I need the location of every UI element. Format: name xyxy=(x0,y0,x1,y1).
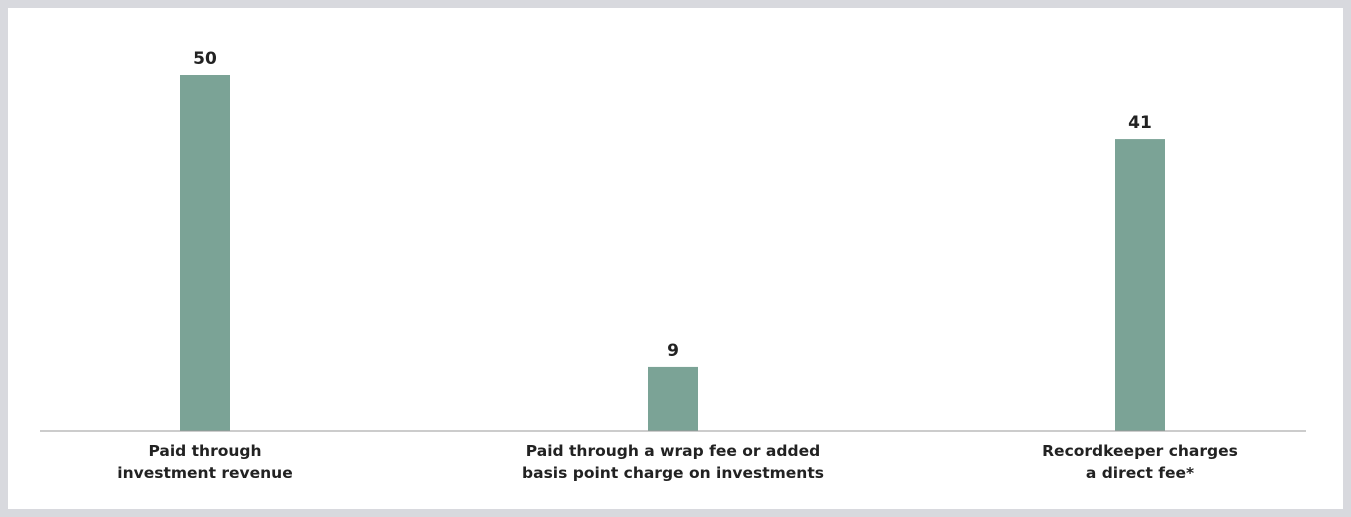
x-tick-label: Recordkeeper charges xyxy=(1042,442,1238,460)
x-tick-label: basis point charge on investments xyxy=(522,464,824,482)
bar xyxy=(648,366,698,431)
x-tick-label: Paid through xyxy=(148,442,261,460)
value-label: 9 xyxy=(667,341,679,361)
value-label: 50 xyxy=(193,49,217,69)
x-tick-label: investment revenue xyxy=(117,464,292,482)
bar xyxy=(180,75,230,431)
x-tick-label: a direct fee* xyxy=(1086,464,1194,482)
value-label: 41 xyxy=(1128,113,1152,133)
bar xyxy=(1115,139,1165,431)
x-tick-label: Paid through a wrap fee or added xyxy=(526,442,820,460)
